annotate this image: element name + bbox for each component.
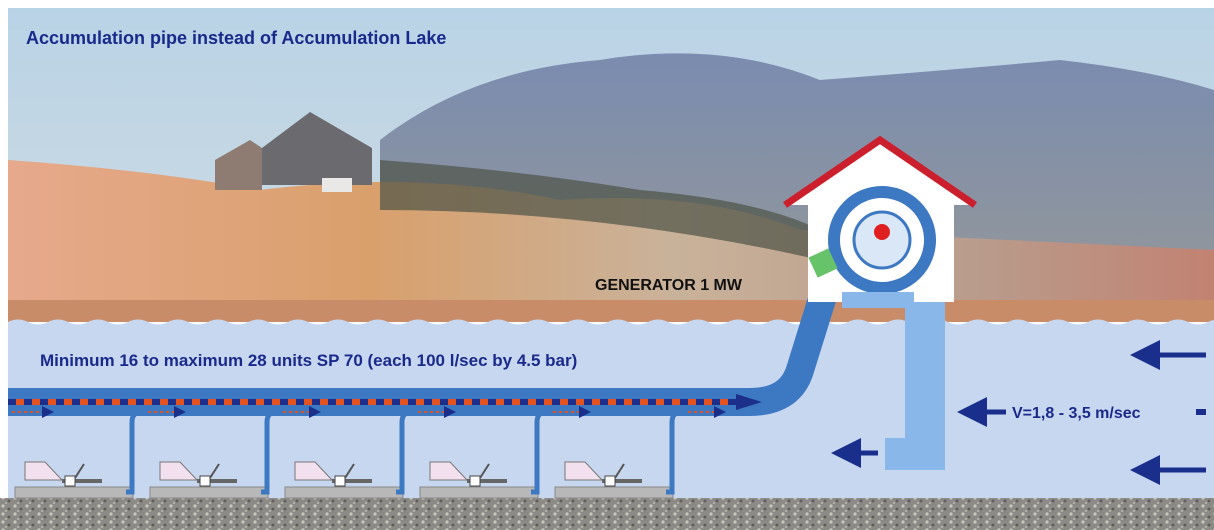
- title: Accumulation pipe instead of Accumulatio…: [26, 28, 446, 48]
- flow-arrow: [1196, 409, 1206, 415]
- diagram: Accumulation pipe instead of Accumulatio…: [0, 0, 1214, 530]
- flow-dash: [8, 399, 736, 405]
- velocity-label: V=1,8 - 3,5 m/sec: [1012, 405, 1141, 422]
- unit-valve: [335, 476, 345, 486]
- gravel-bed: [0, 498, 1214, 530]
- unit-valve: [470, 476, 480, 486]
- unit-base: [420, 487, 538, 498]
- unit-valve: [200, 476, 210, 486]
- turbine-hub: [874, 224, 890, 240]
- unit-base: [285, 487, 403, 498]
- tailrace: [842, 292, 914, 308]
- unit-base: [15, 487, 133, 498]
- generator-label: GENERATOR 1 MW: [595, 277, 743, 294]
- unit-base: [150, 487, 268, 498]
- landscape: [8, 8, 1214, 318]
- unit-base: [555, 487, 673, 498]
- units-label: Minimum 16 to maximum 28 units SP 70 (ea…: [40, 351, 577, 370]
- shore: [8, 300, 1214, 322]
- unit-valve: [605, 476, 615, 486]
- unit-valve: [65, 476, 75, 486]
